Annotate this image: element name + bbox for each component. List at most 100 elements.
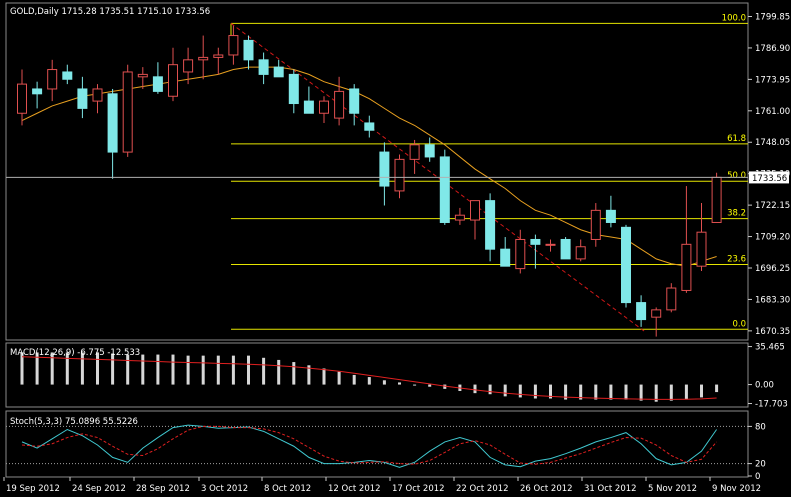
macd-bar: [247, 355, 250, 385]
macd-bar: [549, 384, 552, 399]
date-tick-label: 8 Oct 2012: [264, 484, 311, 494]
fib-trend-line: [230, 23, 646, 333]
fibonacci-levels: 100.0 61.8 50.0 38.2 23.6 0.0: [230, 13, 748, 330]
current-price-box: [749, 171, 789, 184]
candle-body-bull: [590, 209, 601, 240]
candle-body-bear: [62, 71, 73, 80]
candle-body-bear: [439, 156, 450, 223]
candle-body-bull: [213, 54, 224, 58]
macd-bar: [201, 355, 205, 385]
candle-body-bear: [349, 88, 360, 114]
current-price-label: 1733.56: [752, 174, 787, 184]
price-tick-label: 1786.90: [755, 44, 790, 54]
macd-bar: [337, 371, 341, 385]
candle-body-bear: [530, 238, 541, 245]
macd-bar: [443, 384, 447, 389]
date-tick-label: 19 Sep 2012: [6, 484, 60, 494]
macd-bar: [533, 384, 537, 399]
candle-body-bull: [711, 176, 722, 223]
candle-body-bear: [107, 93, 118, 153]
price-tick-label: 1748.05: [755, 138, 790, 148]
stochastic-indicator: 80 20 0: [6, 422, 766, 482]
macd-bar: [503, 384, 507, 397]
candle-body-bear: [636, 302, 647, 321]
macd-bar: [684, 384, 688, 400]
candle-body-bear: [485, 200, 496, 250]
candlesticks: [17, 25, 722, 337]
macd-bar: [594, 384, 598, 400]
macd-bar: [624, 384, 628, 400]
candle-body-bull: [334, 90, 345, 119]
macd-bar: [352, 374, 356, 385]
date-axis: 19 Sep 2012 24 Sep 2012 28 Sep 2012 3 Oct 2…: [3, 477, 761, 494]
macd-bar: [398, 382, 401, 385]
macd-bar: [186, 355, 190, 385]
candle-body-bull: [183, 59, 194, 73]
macd-tick-label: 0.00: [755, 381, 774, 391]
macd-bar: [488, 384, 492, 395]
price-tick-label: 1683.30: [755, 295, 790, 305]
macd-bar: [564, 384, 568, 400]
macd-bar: [171, 354, 175, 385]
date-tick-label: 9 Nov 2012: [712, 484, 761, 494]
price-tick-label: 1773.95: [755, 75, 790, 85]
macd-bar: [715, 384, 719, 393]
macd-bar: [413, 384, 417, 386]
date-tick-label: 3 Oct 2012: [201, 484, 248, 494]
macd-bar: [262, 357, 266, 385]
macd-bar: [428, 384, 432, 387]
candle-body-bull: [545, 243, 556, 246]
price-tick-label: 1696.25: [755, 264, 790, 274]
macd-bar: [307, 365, 311, 385]
macd-bar: [579, 384, 583, 400]
stoch-signal-line: [21, 425, 717, 465]
macd-panel-border: [5, 342, 749, 408]
macd-bar: [322, 368, 326, 385]
fib-label: 23.6: [727, 254, 746, 264]
macd-bar: [382, 380, 386, 385]
candle-body-bull: [651, 309, 662, 318]
macd-bar: [518, 384, 522, 398]
price-tick-label: 1722.15: [755, 201, 790, 211]
price-tick-label: 1761.00: [755, 107, 790, 117]
date-tick-label: 31 Oct 2012: [584, 484, 637, 494]
price-panel-border: [5, 2, 749, 341]
macd-bar: [292, 362, 296, 385]
macd-bar: [141, 354, 145, 385]
candle-body-bull: [666, 287, 677, 311]
candle-body-bull: [168, 64, 178, 97]
candle-body-bull: [454, 214, 465, 221]
macd-label: MACD(12,26,9) -6.775 -12.533: [10, 348, 140, 358]
candle-body-bear: [32, 88, 43, 95]
macd-bar: [111, 353, 115, 385]
candle-body-bull: [137, 73, 148, 78]
candle-body-bull: [681, 243, 692, 291]
candle-body-bull: [409, 144, 420, 160]
candle-body-bull: [47, 69, 58, 90]
macd-indicator: 35.465 0.00 -17.703: [20, 343, 788, 410]
candle-body-bear: [77, 88, 88, 109]
fib-label: 0.0: [732, 319, 746, 329]
candle-body-bull: [122, 71, 133, 153]
macd-bar: [639, 384, 643, 401]
macd-bar: [654, 384, 658, 402]
candle-body-bull: [696, 231, 707, 267]
candle-body-bear: [303, 100, 314, 114]
candle-body-bull: [470, 200, 480, 221]
candle-body-bear: [364, 122, 375, 131]
candle-body-bear: [560, 238, 571, 260]
date-tick-label: 26 Oct 2012: [520, 484, 573, 494]
macd-bar: [473, 384, 477, 394]
moving-average: [21, 66, 717, 267]
candle-body-bear: [379, 151, 390, 187]
price-axis: 1799.851786.901773.951761.001748.051735.…: [6, 13, 790, 337]
stoch-main-line: [21, 424, 718, 468]
candle-body-bear: [424, 144, 435, 158]
candle-body-bull: [394, 158, 405, 192]
fib-label: 61.8: [727, 134, 746, 144]
candle-body-bear: [243, 39, 254, 61]
macd-bar: [50, 352, 54, 385]
macd-bar: [231, 355, 235, 385]
price-tick-label: 1670.35: [755, 327, 790, 337]
